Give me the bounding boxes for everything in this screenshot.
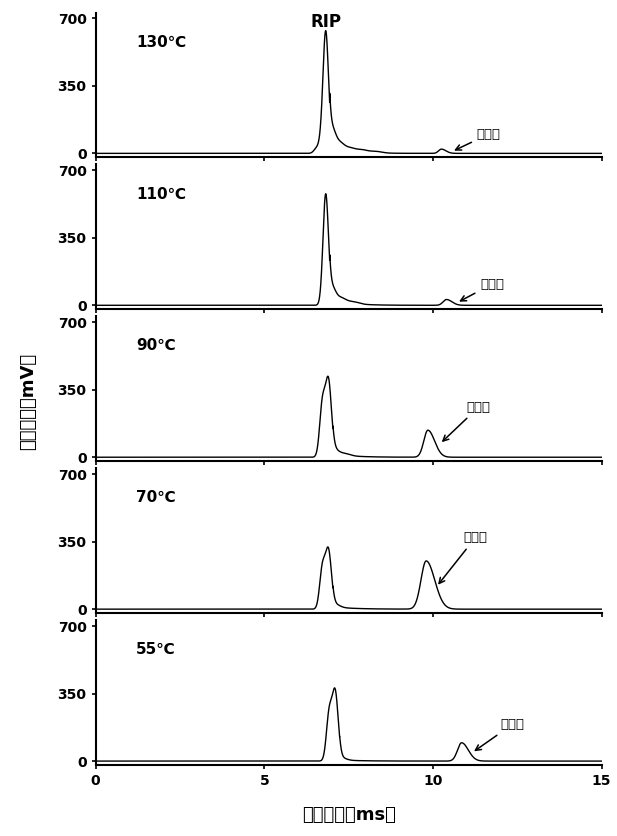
Text: RIP: RIP: [310, 13, 341, 32]
Text: 七氟烷: 七氟烷: [475, 718, 524, 751]
Text: 90℃: 90℃: [136, 339, 176, 354]
Text: 七氟烷: 七氟烷: [443, 400, 491, 441]
Text: 七氟烷: 七氟烷: [460, 278, 504, 301]
Text: 110℃: 110℃: [136, 186, 186, 201]
Text: 130℃: 130℃: [136, 34, 186, 49]
Text: 七氟烷: 七氟烷: [439, 531, 487, 584]
Text: 信号强度（mV）: 信号强度（mV）: [19, 353, 37, 450]
Text: 55℃: 55℃: [136, 642, 176, 657]
Text: 七氟烷: 七氟烷: [455, 128, 501, 150]
Text: 迁移时间（ms）: 迁移时间（ms）: [302, 806, 395, 824]
Text: 70℃: 70℃: [136, 490, 176, 505]
